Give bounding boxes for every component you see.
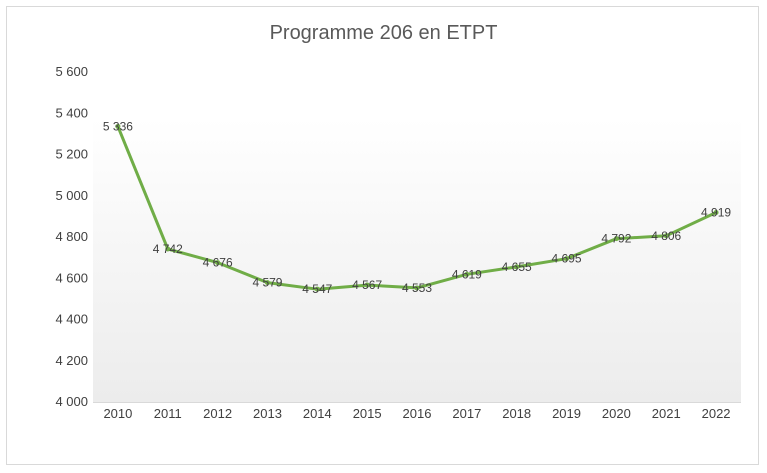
data-point <box>464 271 470 277</box>
data-point <box>564 256 570 262</box>
data-point <box>364 282 370 288</box>
y-tick-label: 4 600 <box>55 270 88 285</box>
data-label: 4 806 <box>651 229 681 243</box>
y-tick-label: 5 200 <box>55 147 88 162</box>
data-label: 4 547 <box>302 282 332 296</box>
x-tick-label: 2012 <box>203 406 232 421</box>
data-labels: 5 336 4 742 4 676 4 579 4 547 4 567 4 553 4 619… <box>103 119 732 296</box>
x-tick-label: 2017 <box>452 406 481 421</box>
data-point <box>613 236 619 242</box>
series-line-group <box>115 123 719 292</box>
x-axis: 2010 2011 2012 2013 2014 2015 2016 2017 2018 2019… <box>103 406 730 421</box>
y-tick-label: 4 000 <box>55 394 88 409</box>
x-tick-label: 2018 <box>502 406 531 421</box>
y-axis: 4 000 4 200 4 400 4 600 4 800 5 000 5 200 5 400… <box>55 64 88 409</box>
x-tick-label: 2021 <box>652 406 681 421</box>
x-tick-label: 2020 <box>602 406 631 421</box>
data-label: 4 919 <box>701 205 731 219</box>
data-label: 4 742 <box>153 242 183 256</box>
data-label: 4 567 <box>352 278 382 292</box>
x-tick-label: 2019 <box>552 406 581 421</box>
data-point <box>713 209 719 215</box>
data-point <box>215 260 221 266</box>
x-tick-label: 2015 <box>353 406 382 421</box>
data-label: 4 655 <box>502 260 532 274</box>
data-point <box>264 280 270 286</box>
chart-title: Programme 206 en ETPT <box>269 22 498 44</box>
x-tick-label: 2022 <box>702 406 731 421</box>
data-point <box>314 286 320 292</box>
plot-area <box>93 118 741 402</box>
data-point <box>165 246 171 252</box>
data-label: 4 676 <box>203 256 233 270</box>
data-label: 4 553 <box>402 281 432 295</box>
y-tick-label: 4 200 <box>55 353 88 368</box>
x-tick-label: 2016 <box>403 406 432 421</box>
x-tick-label: 2010 <box>103 406 132 421</box>
data-label: 5 336 <box>103 119 133 133</box>
data-point <box>414 285 420 291</box>
data-label: 4 792 <box>601 232 631 246</box>
data-point <box>115 123 121 129</box>
data-label: 4 579 <box>252 276 282 290</box>
y-tick-label: 4 800 <box>55 229 88 244</box>
y-tick-label: 5 400 <box>55 105 88 120</box>
x-tick-label: 2011 <box>154 406 182 421</box>
data-label: 4 619 <box>452 267 482 281</box>
y-tick-label: 4 400 <box>55 312 88 327</box>
data-point <box>514 264 520 270</box>
y-tick-label: 5 000 <box>55 188 88 203</box>
x-tick-label: 2014 <box>303 406 332 421</box>
y-tick-label: 5 600 <box>55 64 88 79</box>
data-point <box>663 233 669 239</box>
data-label: 4 695 <box>552 252 582 266</box>
x-tick-label: 2013 <box>253 406 282 421</box>
